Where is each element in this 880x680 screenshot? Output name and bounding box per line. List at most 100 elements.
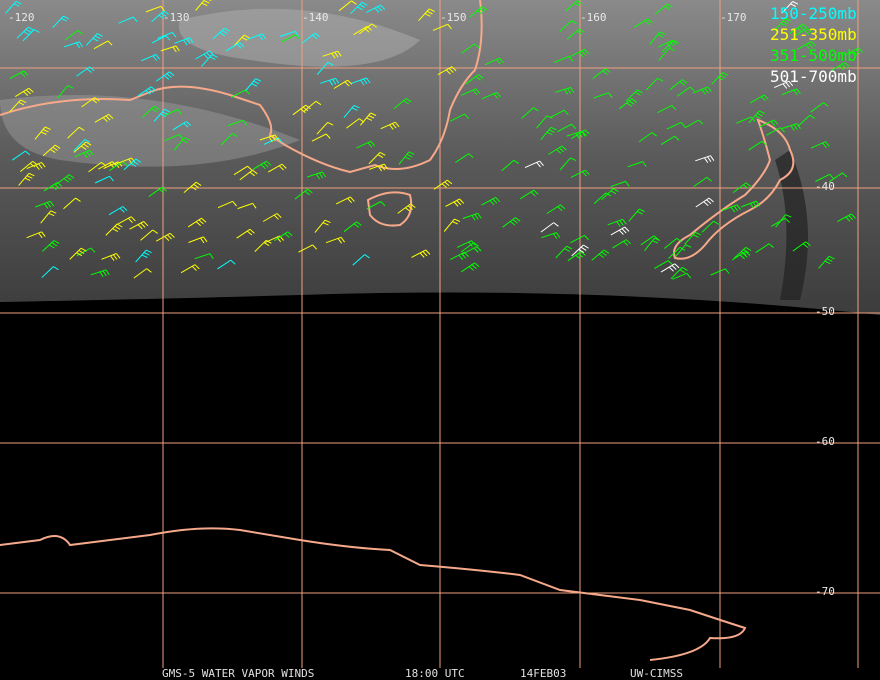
wind-barb <box>232 34 250 48</box>
wind-barb <box>148 186 167 198</box>
wind-barb <box>129 221 149 230</box>
wind-barb <box>11 150 31 161</box>
latitude-label: -70 <box>815 585 835 598</box>
wind-barb <box>101 253 121 261</box>
footer-text: UW-CIMSS <box>630 667 683 680</box>
wind-barb <box>658 47 675 61</box>
wind-barb <box>455 153 474 163</box>
wind-barb <box>519 189 539 200</box>
footer-text: GMS-5 WATER VAPOR WINDS <box>162 667 314 680</box>
wind-barb <box>135 249 152 263</box>
wind-barb <box>244 78 262 92</box>
wind-barb <box>259 134 279 143</box>
wind-barb <box>766 127 785 136</box>
longitude-label: -160 <box>580 11 607 24</box>
wind-barb <box>393 97 412 110</box>
wind-barb <box>663 237 682 249</box>
wind-barb <box>844 47 863 56</box>
tasmania-coast <box>366 191 413 227</box>
wind-barb <box>660 263 680 273</box>
wind-barb <box>593 192 612 205</box>
wind-barb <box>42 144 61 157</box>
wind-barb <box>9 99 27 113</box>
wind-barb <box>195 0 212 11</box>
wind-barb <box>85 33 103 46</box>
wind-barb <box>610 180 630 188</box>
wind-barb <box>610 226 630 236</box>
wind-barb <box>352 254 370 266</box>
wind-barb <box>437 66 457 76</box>
wind-barb <box>34 126 51 140</box>
labels: -120 -130 -140 -150 -160 -170 -40 -50 -60 -70 150-… <box>8 4 857 680</box>
wind-barb <box>81 97 100 108</box>
wind-barb <box>566 130 586 139</box>
wind-barb <box>566 28 585 40</box>
wind-barb <box>294 188 313 200</box>
wind-barb <box>325 236 346 244</box>
wind-barb <box>524 160 544 169</box>
wind-barb <box>237 202 257 210</box>
wind-barb <box>625 89 643 102</box>
latitude-label: -50 <box>815 305 835 318</box>
wind-barb <box>94 175 114 184</box>
wind-barbs <box>5 0 863 280</box>
wind-barb <box>16 26 34 39</box>
wind-barb <box>76 66 95 77</box>
wind-barb <box>644 237 661 252</box>
wind-barb <box>314 219 331 233</box>
wind-barb <box>710 268 730 276</box>
wind-barb <box>118 16 138 24</box>
wind-barb <box>502 217 521 228</box>
wind-barb <box>797 114 816 127</box>
wind-barb <box>239 169 258 181</box>
wind-barb <box>559 157 577 171</box>
wind-barb <box>564 0 583 12</box>
wind-barb <box>649 31 666 45</box>
wind-barb <box>411 249 431 258</box>
wind-barb <box>793 28 813 37</box>
wind-barb <box>279 30 299 37</box>
wind-barb <box>180 264 200 274</box>
wind-barb <box>133 268 152 279</box>
wind-barb <box>108 206 128 216</box>
wind-barb <box>353 25 372 36</box>
wind-barb <box>548 145 567 155</box>
wind-barb <box>695 197 714 208</box>
wind-barb <box>267 163 287 173</box>
wind-barb <box>549 109 569 119</box>
wind-barb <box>693 176 712 187</box>
wind-barb <box>151 10 169 22</box>
wind-barb <box>481 196 501 206</box>
wind-barb <box>274 231 293 242</box>
wind-barb <box>736 116 756 124</box>
wind-barb <box>43 181 63 192</box>
wind-barb <box>351 77 371 86</box>
wind-barb <box>57 85 74 99</box>
wind-barb <box>654 260 673 269</box>
wind-barb <box>247 33 267 41</box>
wind-barb <box>320 77 340 86</box>
wind-barb <box>41 266 59 279</box>
wind-barb <box>692 86 712 95</box>
wind-barb <box>781 88 801 96</box>
wind-barb <box>571 244 589 257</box>
wind-barb <box>67 126 85 139</box>
wind-barb <box>88 161 107 173</box>
longitude-label: -130 <box>163 11 190 24</box>
wind-barb <box>188 236 208 244</box>
wind-barb <box>212 27 230 40</box>
wind-barb <box>570 234 589 244</box>
wind-barb <box>462 246 482 255</box>
wind-barb <box>669 79 688 91</box>
wind-barb <box>252 160 272 170</box>
wind-barb <box>755 243 774 254</box>
wind-barb <box>217 259 236 270</box>
wind-barb <box>443 218 461 232</box>
wind-barb <box>445 198 465 207</box>
wind-barb <box>151 35 171 44</box>
wind-barb <box>593 92 613 99</box>
wind-barb <box>684 231 701 245</box>
wind-barb <box>335 196 355 205</box>
wind-barb <box>157 31 177 39</box>
wind-barb <box>123 158 142 171</box>
